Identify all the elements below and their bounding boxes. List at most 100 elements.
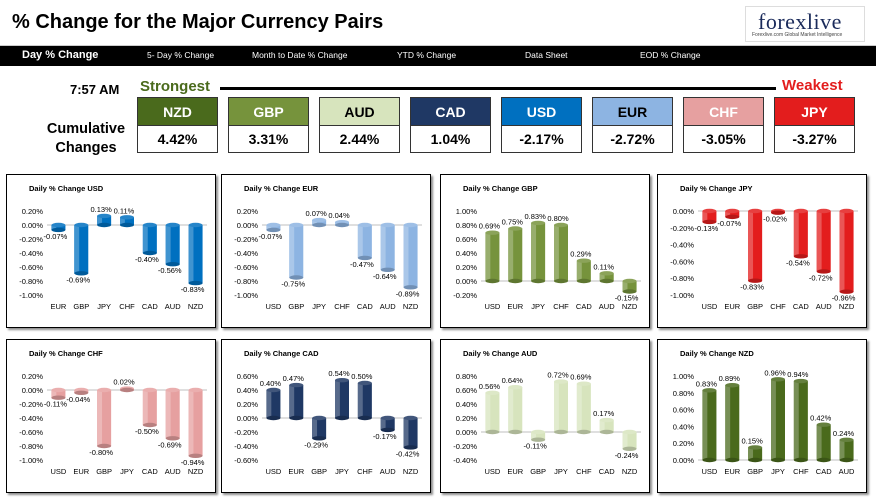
bar-highlight: [51, 225, 57, 230]
y-tick-label: -0.40%: [453, 456, 477, 465]
bar-gbp: [531, 429, 546, 442]
category-label: JPY: [554, 467, 568, 476]
value-label: 0.47%: [283, 374, 305, 383]
bar-nzd: [622, 429, 637, 451]
tile-value: 3.31%: [248, 131, 289, 147]
category-label: EUR: [507, 302, 523, 311]
value-label: -0.94%: [181, 458, 205, 467]
bar-cad: [142, 387, 157, 428]
forexlive-logo[interactable]: forexlive Forexlive.com Global Market In…: [745, 6, 865, 42]
nav-5day-change[interactable]: 5- Day % Change: [147, 50, 215, 60]
value-label: -0.11%: [524, 442, 548, 451]
bar-base: [403, 445, 418, 450]
bar-highlight: [748, 447, 754, 460]
bar-base: [357, 255, 372, 261]
nav-ytd-change[interactable]: YTD % Change: [397, 50, 457, 60]
value-label: 0.15%: [742, 436, 764, 445]
cumulative-label-line1: Cumulative: [46, 121, 126, 137]
category-label: GBP: [96, 467, 112, 476]
chart-title: Daily % Change NZD: [680, 349, 754, 358]
chart-panel-eur: Daily % Change EUR 0.20% 0.00% -0.20% -0.40%…: [221, 174, 431, 328]
bar-cap: [165, 222, 180, 228]
bar-highlight: [793, 381, 799, 460]
y-tick-label: 0.20%: [22, 372, 44, 381]
y-tick-label: -0.20%: [234, 428, 258, 437]
y-tick-label: 0.60%: [237, 372, 259, 381]
bar-highlight: [531, 432, 537, 440]
y-tick-label: -0.20%: [453, 442, 477, 451]
header: % Change for the Major Currency Pairs fo…: [0, 0, 876, 46]
bar-base: [839, 457, 854, 463]
bar-cap: [599, 417, 614, 423]
category-label: GBP: [747, 302, 763, 311]
bar-base: [576, 429, 591, 435]
nav-data-sheet[interactable]: Data Sheet: [525, 50, 568, 60]
chart-title: Daily % Change CHF: [29, 349, 103, 358]
bar-cap: [312, 217, 327, 223]
category-label: CAD: [793, 302, 809, 311]
y-tick-label: -0.80%: [19, 277, 43, 286]
y-tick-label: 0.40%: [456, 249, 478, 258]
tile-currency: NZD: [138, 98, 217, 126]
bar-body: [725, 211, 740, 217]
bar-cap: [599, 271, 614, 276]
bar-base: [725, 457, 740, 463]
bar-cap: [725, 208, 740, 214]
bar-chf: [576, 381, 591, 435]
tile-value: 1.04%: [430, 131, 471, 147]
bar-highlight: [74, 225, 80, 274]
y-tick-label: -0.80%: [19, 442, 43, 451]
bar-cap: [748, 445, 763, 450]
y-tick-label: -0.80%: [670, 274, 694, 283]
chart-svg: Daily % Change EUR 0.20% 0.00% -0.20% -0.40%…: [234, 184, 422, 311]
bar-jpy: [120, 386, 134, 393]
category-label: CHF: [119, 302, 135, 311]
bar-cap: [266, 387, 281, 393]
category-label: NZD: [403, 302, 419, 311]
bar-base: [380, 427, 395, 433]
bar-cap: [793, 378, 808, 384]
value-label: -0.69%: [66, 275, 90, 284]
tile-5: EUR -2.72%: [592, 97, 673, 153]
chart-panel-cad: Daily % Change CAD 0.60% 0.40% 0.20% 0.00% -0…: [221, 339, 431, 493]
bar-base: [312, 222, 327, 228]
bar-base: [165, 436, 180, 441]
bar-highlight: [485, 392, 491, 432]
y-tick-label: -0.60%: [19, 428, 43, 437]
value-label: -0.80%: [89, 448, 113, 457]
bar-base: [622, 446, 637, 451]
bar-body: [97, 215, 112, 225]
chart-title: Daily % Change GBP: [463, 184, 538, 193]
bar-body: [599, 420, 614, 432]
y-tick-label: -0.40%: [19, 414, 43, 423]
tile-currency: JPY: [775, 98, 854, 126]
value-label: 0.17%: [593, 409, 615, 418]
chart-svg: Daily % Change CHF 0.20% 0.00% -0.20% -0.40%…: [19, 349, 207, 476]
chart-panel-chf: Daily % Change CHF 0.20% 0.00% -0.20% -0.40%…: [6, 339, 216, 493]
bar-highlight: [702, 211, 708, 222]
nav-day-change[interactable]: Day % Change: [22, 49, 99, 61]
category-label: JPY: [312, 302, 326, 311]
bar-chf: [793, 378, 808, 463]
y-tick-label: -0.80%: [234, 277, 258, 286]
category-label: NZD: [188, 302, 204, 311]
bar-body: [380, 418, 395, 430]
nav-eod-change[interactable]: EOD % Change: [640, 50, 701, 60]
category-label: EUR: [507, 467, 523, 476]
bar-cap: [702, 208, 717, 214]
bar-highlight: [120, 217, 125, 225]
value-label: -0.50%: [135, 427, 159, 436]
bar-base: [531, 437, 546, 442]
bar-body: [702, 211, 717, 222]
y-tick-label: -1.00%: [19, 456, 43, 465]
bar-base: [188, 453, 203, 458]
y-tick-label: -0.20%: [19, 400, 43, 409]
value-label: -0.40%: [135, 255, 159, 264]
bar-chf: [335, 220, 349, 228]
bar-base: [554, 429, 568, 435]
value-label: -0.15%: [615, 294, 639, 303]
tile-currency: GBP: [229, 98, 308, 126]
bar-highlight: [380, 418, 386, 430]
nav-mtd-change[interactable]: Month to Date % Change: [252, 50, 348, 60]
bar-cap: [335, 378, 349, 383]
